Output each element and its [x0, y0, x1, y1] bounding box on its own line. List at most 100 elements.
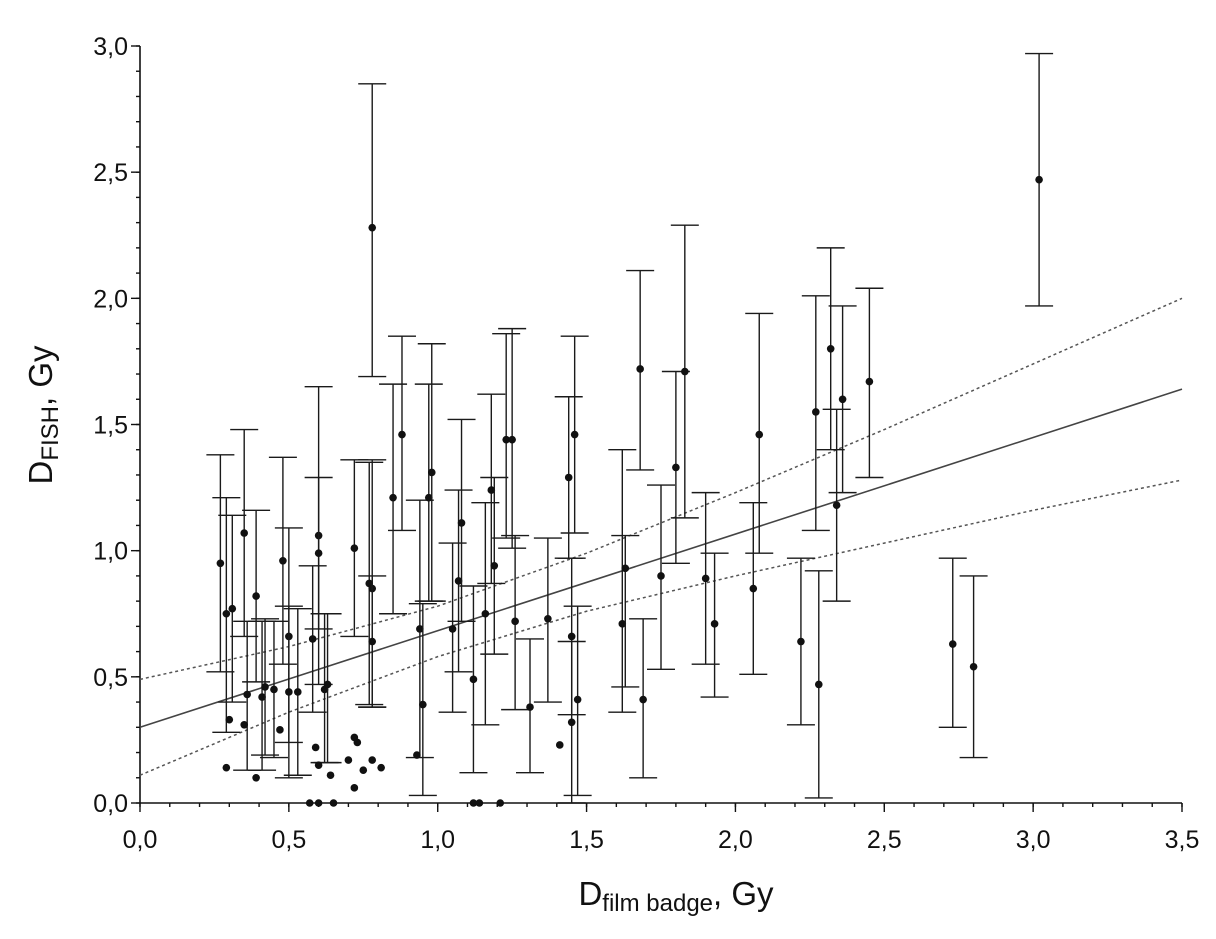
- point-marker: [797, 637, 805, 646]
- data-point: [326, 771, 335, 780]
- point-marker: [350, 784, 359, 792]
- point-marker: [359, 766, 368, 774]
- y-tick-label: 2,5: [93, 159, 128, 187]
- point-marker: [293, 688, 302, 696]
- point-marker: [314, 761, 323, 769]
- point-marker: [948, 640, 957, 648]
- point-marker: [240, 529, 248, 537]
- data-point: [959, 575, 988, 759]
- data-point: [477, 393, 506, 585]
- point-marker: [252, 773, 260, 782]
- point-marker: [838, 395, 847, 404]
- point-marker: [344, 756, 353, 764]
- point-marker: [1035, 175, 1043, 184]
- data-point: [496, 799, 505, 807]
- x-tick-label: 3,5: [1165, 826, 1200, 854]
- point-marker: [454, 577, 463, 585]
- point-marker: [710, 620, 719, 628]
- data-point: [313, 613, 342, 764]
- x-tick-label: 2,5: [867, 826, 902, 854]
- y-tick-label: 1,5: [93, 412, 128, 440]
- data-point: [557, 640, 586, 804]
- point-marker: [749, 584, 758, 593]
- y-tick-label: 3,0: [93, 33, 128, 61]
- point-marker: [350, 544, 359, 552]
- point-marker: [567, 632, 576, 641]
- point-marker: [865, 377, 874, 386]
- data-point: [206, 454, 235, 673]
- point-marker: [511, 617, 519, 626]
- point-marker: [657, 572, 665, 580]
- point-marker: [832, 501, 841, 510]
- point-marker: [279, 556, 287, 565]
- data-point: [801, 295, 830, 532]
- data-point: [355, 461, 384, 706]
- x-axis-label-unit: , Gy: [713, 875, 774, 912]
- point-marker: [368, 756, 377, 764]
- point-marker: [814, 680, 823, 689]
- data-point: [344, 756, 353, 764]
- y-axis-label: DFISH, Gy: [22, 345, 64, 485]
- point-marker: [377, 763, 385, 772]
- data-point: [368, 756, 377, 764]
- data-point: [554, 396, 583, 559]
- point-marker: [487, 486, 496, 494]
- data-point: [251, 618, 280, 756]
- data-point: [408, 602, 437, 797]
- data-point: [252, 773, 260, 782]
- data-point: [417, 343, 446, 602]
- data-point: [212, 496, 241, 734]
- data-point: [413, 751, 421, 759]
- point-marker: [427, 468, 436, 477]
- data-point: [739, 502, 768, 676]
- point-marker: [323, 680, 332, 689]
- data-point: [350, 784, 359, 792]
- data-point: [377, 763, 385, 772]
- data-point: [359, 766, 368, 774]
- point-marker: [368, 637, 377, 646]
- data-point: [459, 585, 488, 774]
- data-point: [329, 799, 338, 807]
- data-point: [268, 456, 297, 665]
- point-marker: [481, 609, 490, 618]
- y-tick-label: 0,0: [93, 790, 128, 818]
- data-point: [358, 575, 387, 708]
- point-marker: [469, 675, 478, 684]
- data-point: [305, 799, 314, 807]
- data-point: [938, 557, 967, 728]
- point-marker: [969, 662, 978, 671]
- data-point: [414, 383, 443, 602]
- x-tick-label: 3,0: [1016, 826, 1051, 854]
- point-marker: [636, 365, 644, 373]
- data-point: [240, 720, 248, 729]
- point-marker: [305, 799, 314, 807]
- point-marker: [448, 625, 457, 633]
- data-point: [1025, 52, 1054, 307]
- point-marker: [672, 463, 680, 472]
- data-point: [608, 449, 637, 713]
- y-tick-label: 2,0: [93, 285, 128, 313]
- data-point: [501, 534, 530, 711]
- x-axis-label-main: D: [578, 875, 602, 912]
- data-point: [475, 799, 484, 807]
- data-point: [358, 83, 387, 378]
- data-points: [206, 52, 1054, 807]
- x-tick-label: 2,0: [718, 826, 753, 854]
- data-point: [405, 499, 434, 759]
- point-marker: [701, 574, 710, 583]
- point-marker: [329, 799, 338, 807]
- point-marker: [243, 690, 251, 699]
- data-point: [670, 224, 699, 519]
- data-point: [745, 312, 774, 554]
- data-point: [379, 383, 408, 615]
- data-point: [314, 799, 323, 807]
- point-marker: [469, 799, 478, 807]
- data-point: [274, 605, 303, 779]
- data-point: [626, 269, 655, 471]
- point-marker: [222, 763, 231, 772]
- x-tick-label: 0,0: [123, 826, 158, 854]
- data-point: [444, 489, 473, 673]
- point-marker: [216, 559, 225, 568]
- point-marker: [398, 430, 406, 439]
- data-point: [611, 534, 640, 688]
